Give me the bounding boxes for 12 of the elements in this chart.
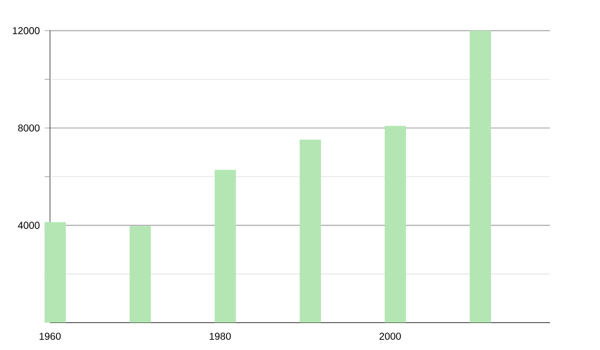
bar	[130, 226, 151, 323]
bar	[300, 140, 321, 323]
y-tick-label: 12000	[12, 27, 40, 34]
y-tick-label: 8000	[18, 124, 40, 132]
bar	[214, 170, 236, 323]
bar	[44, 222, 66, 323]
y-tick-label: 4000	[18, 222, 40, 229]
x-tick-label: 1960	[40, 332, 61, 340]
x-tick-label: 1980	[210, 332, 231, 340]
bar	[384, 126, 406, 323]
x-tick-label: 2000	[380, 332, 401, 340]
bar	[470, 30, 492, 323]
